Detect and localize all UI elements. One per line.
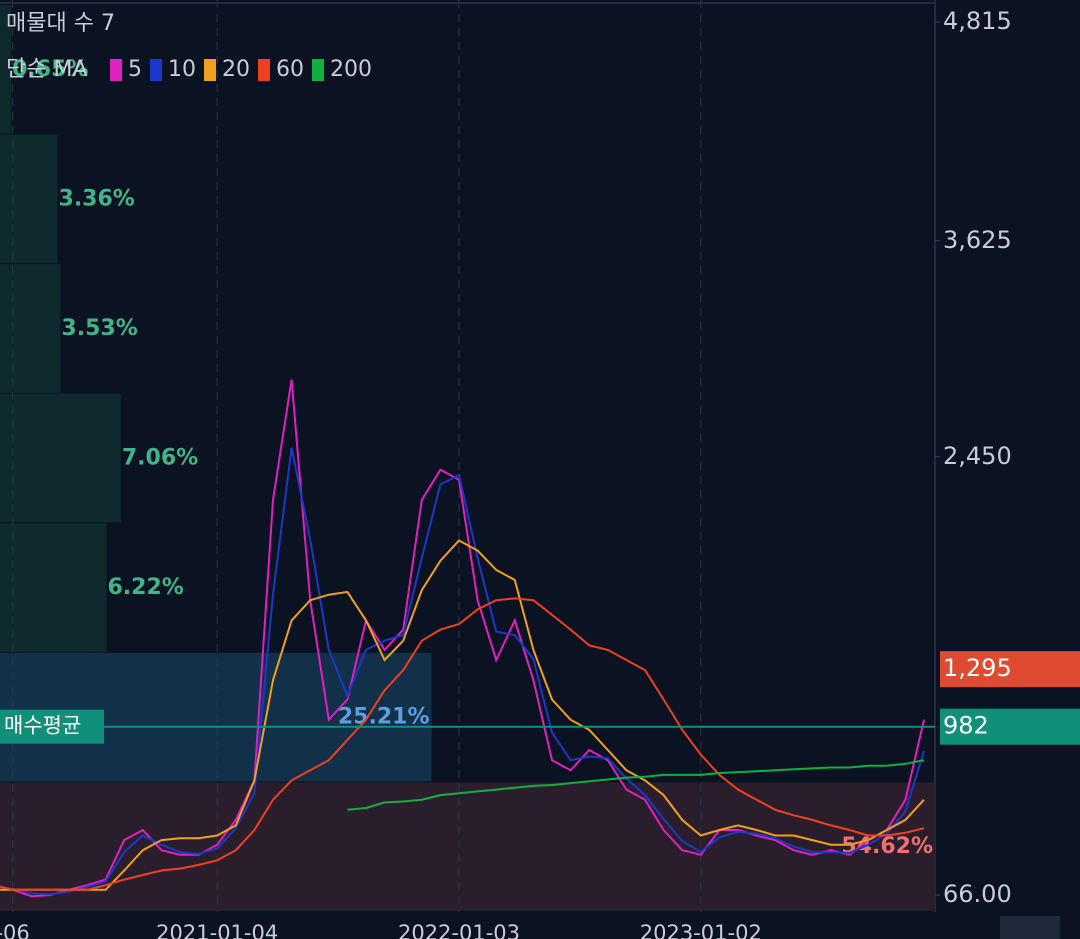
profile-label: 7.06% <box>122 446 198 471</box>
average-badge <box>940 708 1080 745</box>
legend-label: 10 <box>168 57 196 82</box>
average-tag <box>0 709 104 744</box>
profile-label: 6.22% <box>107 575 183 600</box>
plot <box>0 0 935 912</box>
legend: 5 10 20 60 200 <box>110 57 372 82</box>
x-tick-label: -06 <box>0 921 30 939</box>
profile-label: 0.65% <box>12 57 88 82</box>
x-tick-label: 2022-01-03 <box>398 921 520 939</box>
legend-swatch <box>204 59 216 81</box>
profile-label: 3.36% <box>59 186 135 211</box>
ma-line <box>0 597 925 891</box>
profile-bar <box>0 264 61 393</box>
legend-swatch <box>150 59 162 81</box>
legend-swatch <box>258 59 270 81</box>
profile-bar <box>0 5 12 134</box>
average-label: 982 <box>943 712 989 740</box>
legend-swatch <box>312 59 324 81</box>
ma-line <box>347 759 925 811</box>
ma-line <box>0 447 925 896</box>
y-tick-label: 2,450 <box>943 442 1012 470</box>
profile-bar <box>0 393 121 523</box>
ma-line <box>0 379 925 898</box>
x-tick-label: 2023-01-02 <box>640 921 762 939</box>
y-tick-label: 66.00 <box>943 880 1012 908</box>
legend-title: 단순 MA <box>6 57 88 82</box>
y-tick-label: 4,815 <box>943 7 1012 35</box>
volume-profile: 0.65% 3.36% 3.53% 7.06% 6.22% 25.21% 54.62% <box>0 5 935 911</box>
profile-label: 3.53% <box>61 316 137 341</box>
legend-label: 5 <box>128 57 142 82</box>
profile-label: 54.62% <box>841 834 933 859</box>
price-badge <box>940 651 1080 688</box>
y-tick-label: 3,625 <box>943 226 1012 254</box>
profile-bar <box>0 782 935 911</box>
legend-label: 200 <box>330 57 372 82</box>
scroll-button[interactable] <box>1000 916 1060 939</box>
average-name: 매수평균 <box>4 714 81 738</box>
ma-line <box>0 539 925 891</box>
chart-title: 매물대 수 7 <box>6 11 115 36</box>
legend-label: 60 <box>276 57 304 82</box>
x-tick-label: 2021-01-04 <box>156 921 278 939</box>
profile-bar <box>0 523 107 652</box>
legend-label: 20 <box>222 57 250 82</box>
legend-swatch <box>110 59 122 81</box>
price-label: 1,295 <box>943 654 1012 682</box>
profile-bar <box>0 134 58 264</box>
profile-label: 25.21% <box>338 705 430 730</box>
y-axis: 4,815 3,625 2,450 66.00 <box>935 7 1012 908</box>
